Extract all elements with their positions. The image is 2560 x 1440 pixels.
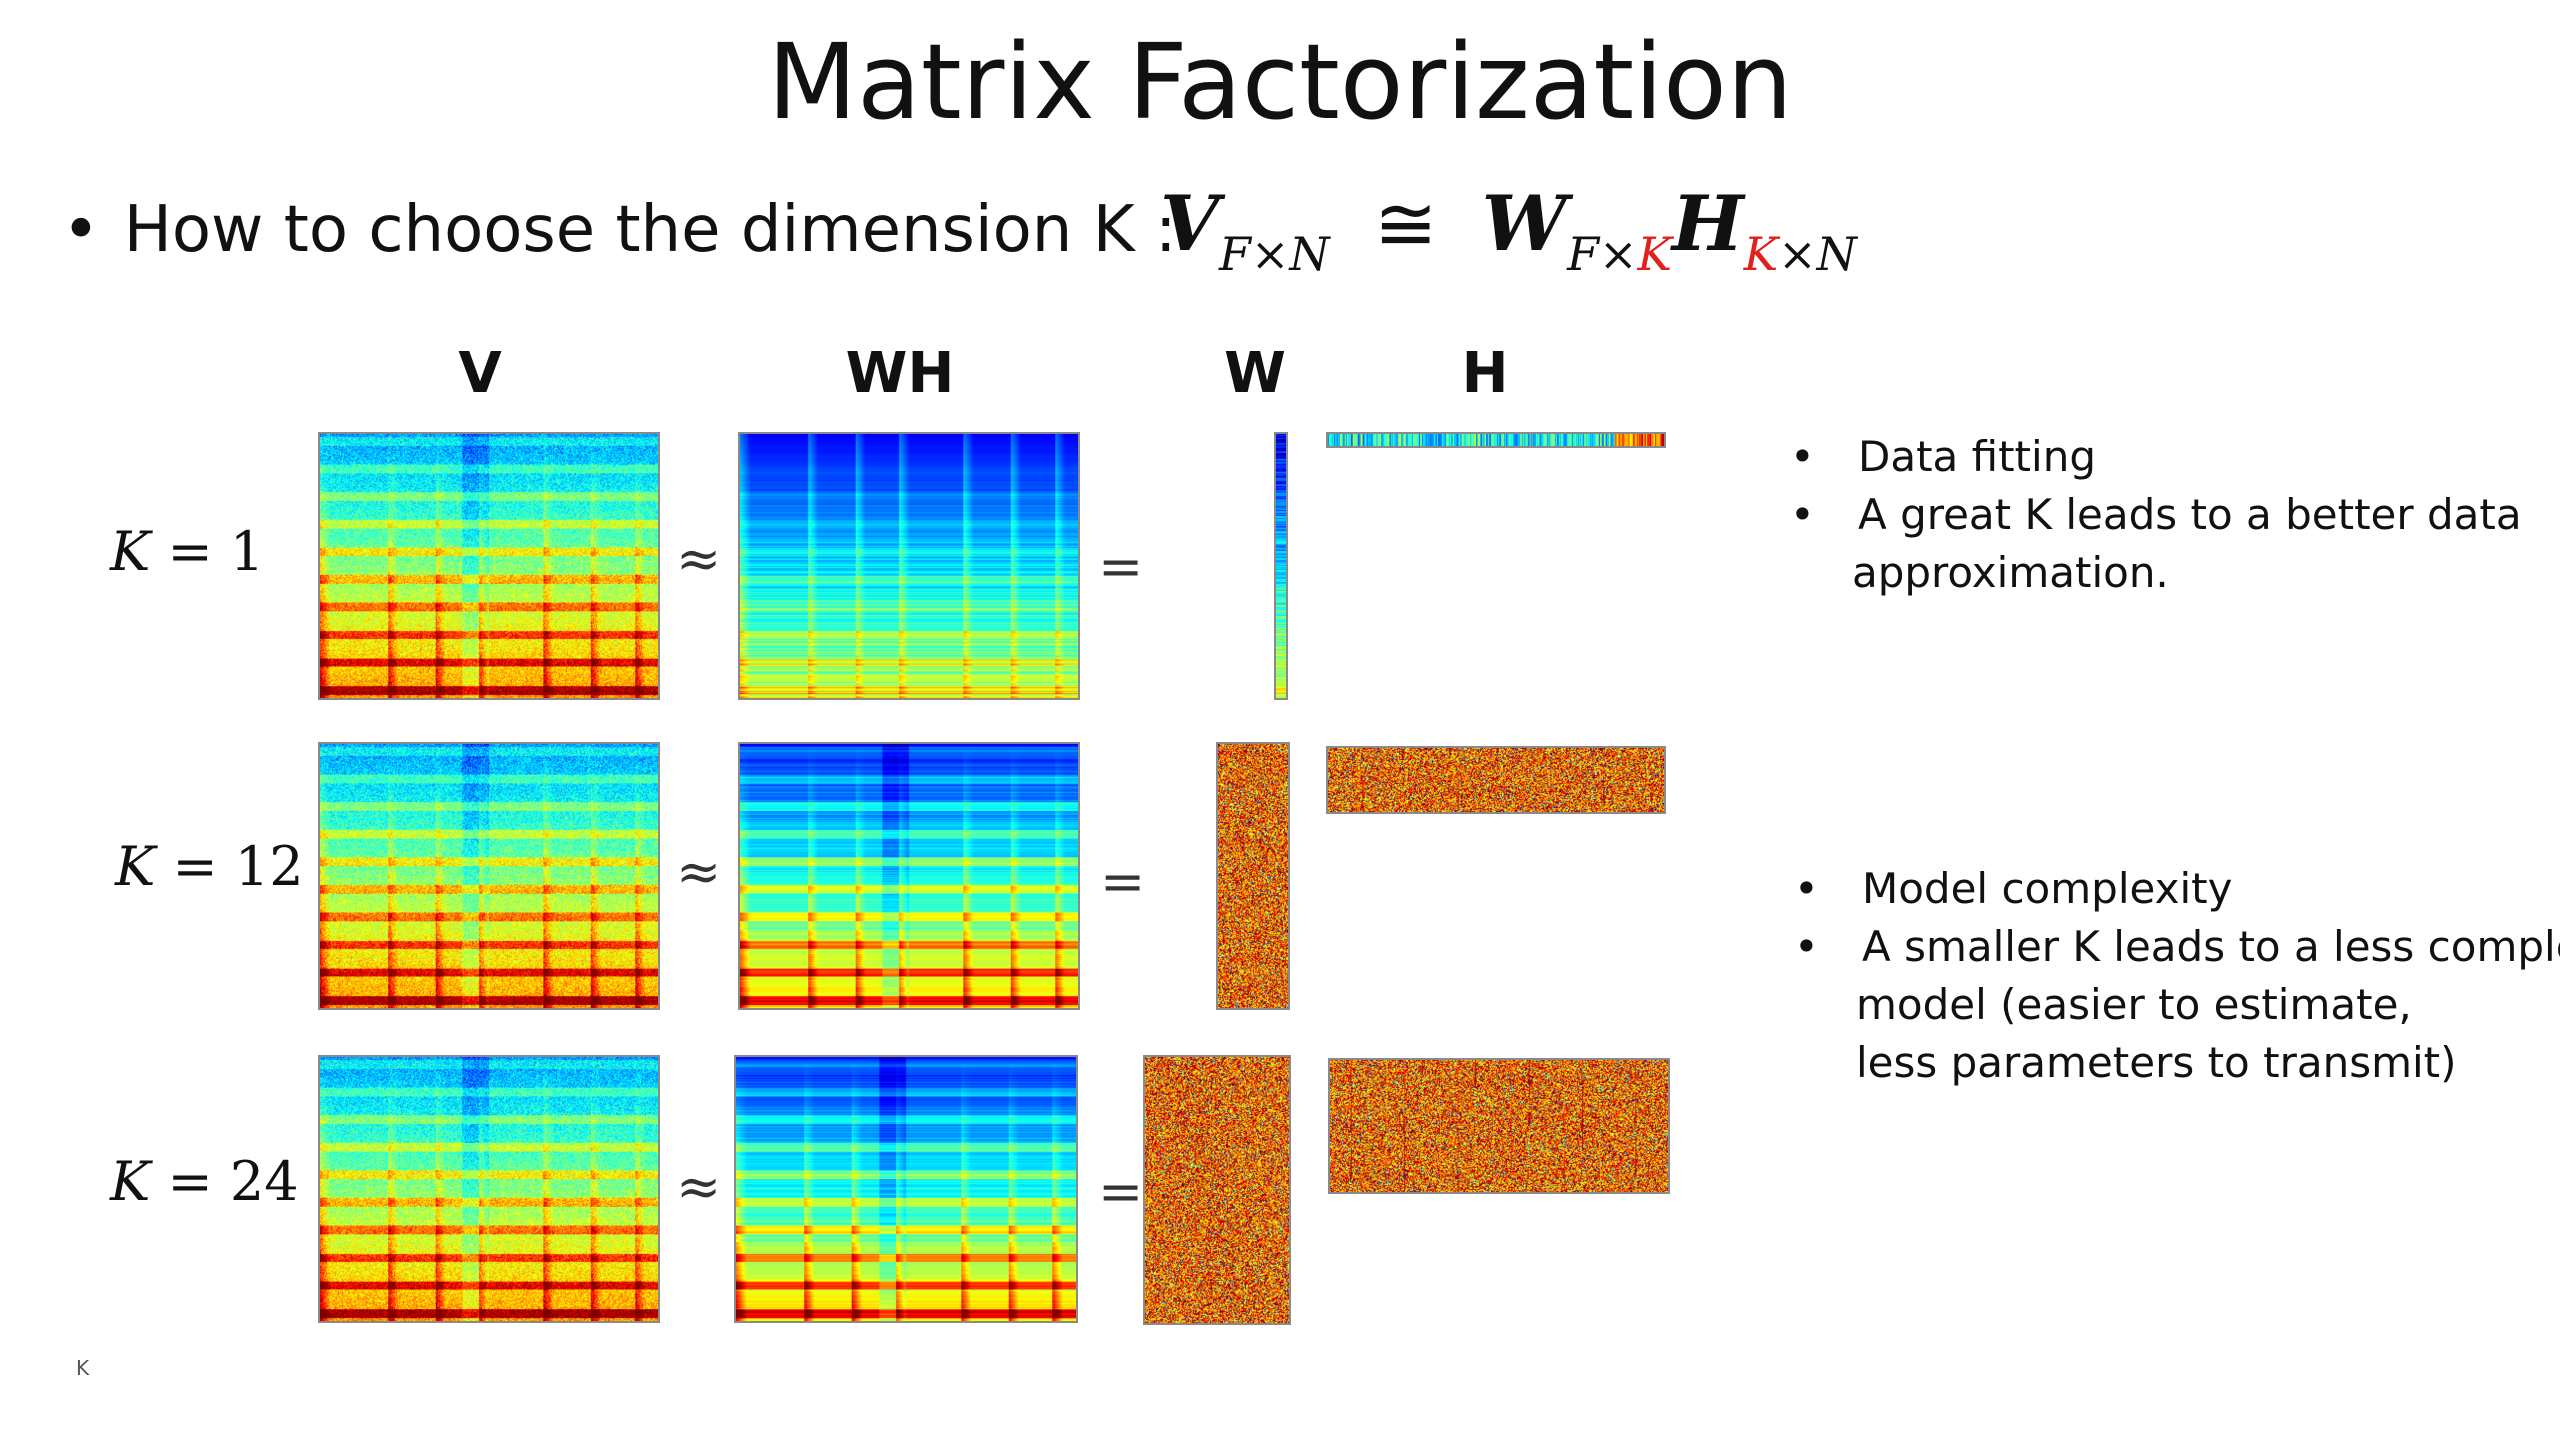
main-bullet: • How to choose the dimension K : [62,192,1177,269]
equals-sign-row2: = [1100,850,1146,913]
slide-title: Matrix Factorization [767,21,1793,143]
formula-v: V [1160,179,1219,268]
equals-sign-row1: = [1098,535,1144,598]
matrix-h-k24 [1328,1058,1670,1194]
row-label-k24: K = 24 [110,1150,299,1213]
note-data-fitting: • Data fitting [1790,432,2096,481]
row-label-k12: K = 12 [115,835,304,898]
spectrogram-v-k12 [318,742,660,1010]
note-easier-estimate: model (easier to estimate, [1856,980,2412,1029]
formula-h-subscript: K×N [1743,227,1857,281]
bullet-dot: • [62,193,100,267]
matrix-w-k1 [1274,432,1288,700]
matrix-h-k12 [1326,746,1666,814]
spectrogram-wh-k24 [734,1055,1078,1323]
approx-sign-row3: ≈ [676,1155,722,1218]
spectrogram-wh-k12 [738,742,1080,1010]
matrix-h-k1 [1326,432,1666,448]
note-approximation: approximation. [1852,548,2169,597]
formula-h: H [1671,179,1744,268]
spectrogram-v-k1 [318,432,660,700]
formula-v-subscript: F×N [1218,227,1330,281]
row-label-k1: K = 1 [110,520,265,583]
approx-sign-row2: ≈ [676,840,722,903]
formula-w: W [1481,179,1568,268]
spectrogram-wh-k1 [738,432,1080,700]
formula-w-subscript: F×K [1567,227,1672,281]
formula-approx: ≅ [1373,179,1438,268]
note-less-parameters: less parameters to transmit) [1856,1038,2457,1087]
column-header-w: W [1224,341,1286,406]
note-smaller-k: • A smaller K leads to a less complex [1794,922,2560,971]
factorization-formula: VF×N ≅ WF×KHK×N [1160,178,1857,282]
bullet-text: How to choose the dimension K : [123,193,1177,267]
approx-sign-row1: ≈ [676,527,722,590]
spectrogram-v-k24 [318,1055,660,1323]
note-great-k: • A great K leads to a better data [1790,490,2522,539]
column-header-v: V [458,341,502,406]
matrix-w-k12 [1216,742,1290,1010]
matrix-w-k24 [1143,1055,1291,1325]
column-header-h: H [1461,341,1509,406]
note-model-complexity: • Model complexity [1794,864,2233,913]
footer-mark: K [76,1356,90,1380]
column-header-wh: WH [845,341,955,406]
equals-sign-row3: = [1098,1160,1144,1223]
